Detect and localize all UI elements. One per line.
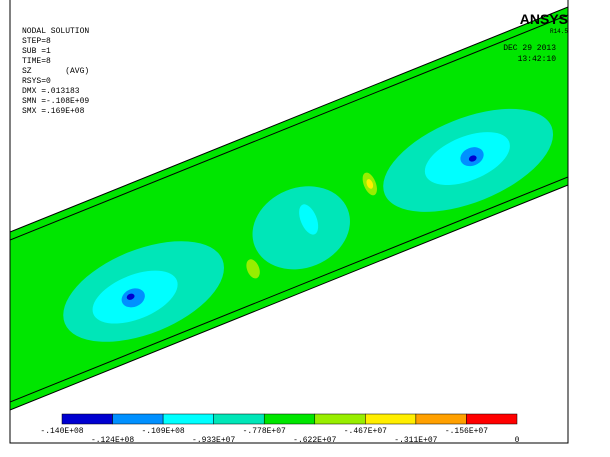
release: R14.5 bbox=[550, 28, 568, 35]
legend-swatch bbox=[365, 413, 417, 425]
legend-label: 0 bbox=[515, 436, 520, 445]
legend-label: -.467E+07 bbox=[344, 427, 387, 436]
info-line: TIME=8 bbox=[22, 57, 51, 66]
legend-label: -.622E+07 bbox=[293, 436, 336, 445]
legend-label: -.311E+07 bbox=[394, 436, 437, 445]
legend-label: -.778E+07 bbox=[243, 427, 286, 436]
legend-label: -.140E+08 bbox=[40, 427, 83, 436]
legend-swatch bbox=[314, 413, 366, 425]
info-line: RSYS=0 bbox=[22, 77, 51, 86]
legend-swatch bbox=[162, 413, 214, 425]
frame bbox=[9, 0, 569, 444]
info-line: SZ (AVG) bbox=[22, 67, 89, 76]
legend-label: -.933E+07 bbox=[192, 436, 235, 445]
legend-label: -.156E+07 bbox=[445, 427, 488, 436]
legend-label: -.109E+08 bbox=[142, 427, 185, 436]
legend: -.140E+08 -.124E+08 -.109E+08 -.933E+07 -.77… bbox=[40, 413, 520, 445]
beam bbox=[10, 7, 568, 410]
legend-swatch bbox=[213, 413, 265, 425]
info-line: NODAL SOLUTION bbox=[22, 27, 89, 36]
info-line: SMX =.169E+08 bbox=[22, 107, 85, 116]
legend-label: -.124E+08 bbox=[91, 436, 134, 445]
info-line: SUB =1 bbox=[22, 47, 51, 56]
time: 13:42:10 bbox=[518, 55, 557, 64]
legend-swatch bbox=[61, 413, 113, 425]
info-line: DMX =.013183 bbox=[22, 87, 80, 96]
date: DEC 29 2013 bbox=[503, 44, 556, 53]
logo: ANSYS bbox=[520, 11, 568, 27]
legend-swatch bbox=[415, 413, 467, 425]
info-line: SMN =-.108E+09 bbox=[22, 97, 89, 106]
legend-swatch bbox=[263, 413, 316, 425]
info-line: STEP=8 bbox=[22, 37, 51, 46]
legend-swatch bbox=[466, 413, 518, 425]
legend-swatch bbox=[112, 413, 164, 425]
